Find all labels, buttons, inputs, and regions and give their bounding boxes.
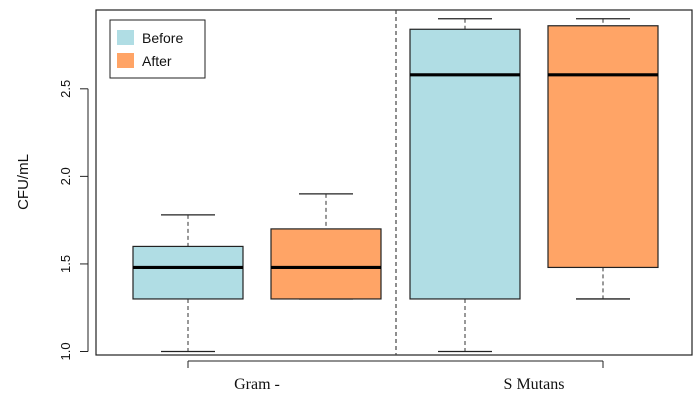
box-s-mutans-after	[547, 18, 659, 300]
iqr-box	[547, 25, 659, 269]
y-tick-label: 2.0	[58, 167, 73, 185]
y-axis-label: CFU/mL	[15, 154, 32, 210]
iqr-box	[132, 245, 244, 300]
boxes	[132, 18, 659, 353]
y-tick-label: 1.0	[58, 342, 73, 360]
iqr-box	[270, 228, 382, 300]
box-s-mutans-before	[409, 18, 521, 353]
legend-frame	[109, 19, 206, 79]
iqr-box	[409, 28, 521, 300]
legend-swatch-after	[117, 53, 134, 68]
plot-frame	[95, 9, 693, 356]
y-tick-label: 1.5	[58, 255, 73, 273]
box-gram--after	[270, 193, 382, 300]
y-tick-label: 2.5	[58, 80, 73, 98]
y-axis: 1.0 1.5 2.0 2.5	[58, 80, 89, 361]
x-group-label: S Mutans	[504, 376, 565, 393]
legend-swatch-before	[117, 30, 134, 45]
legend-label-after: After	[142, 53, 172, 69]
x-group-label: Gram -	[234, 376, 280, 393]
x-axis: Gram - S Mutans	[187, 360, 604, 393]
legend: Before After	[109, 19, 206, 79]
legend-label-before: Before	[142, 30, 183, 46]
box-gram--before	[132, 214, 244, 353]
